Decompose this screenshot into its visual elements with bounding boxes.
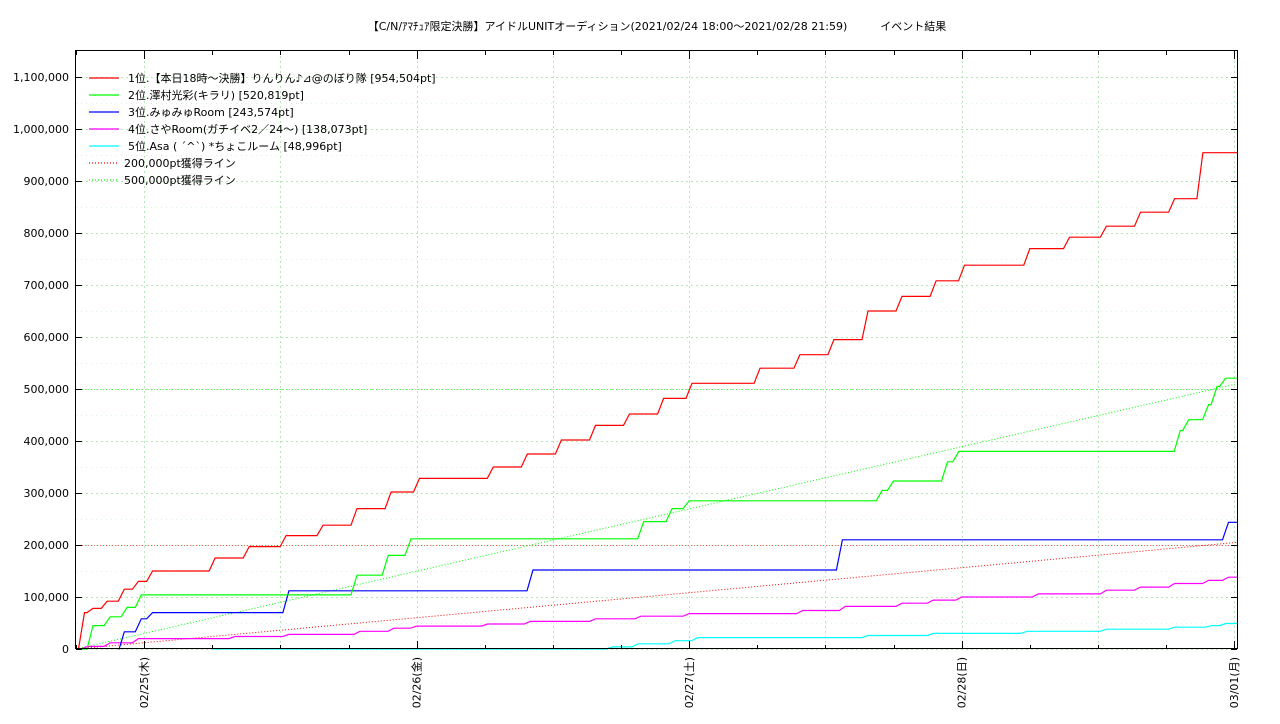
x-tick-label: 03/01(月) (1228, 657, 1241, 708)
y-tick-label: 400,000 (24, 435, 70, 448)
series-line (75, 541, 1238, 650)
y-tick-label: 800,000 (24, 227, 70, 240)
series-line (76, 576, 1237, 650)
y-tick-label: 600,000 (24, 331, 70, 344)
x-tick-label: 02/27(土) (683, 657, 696, 708)
x-tick-label: 02/25(木) (138, 657, 151, 708)
series-line (75, 383, 1238, 650)
y-tick-label: 100,000 (24, 591, 70, 604)
chart-title: 【C/N/ｱﾏﾁｭｱ限定決勝】アイドルUNITオーディション(2021/02/2… (368, 19, 947, 33)
legend-label: 4位.さやRoom(ガチイベ2／24〜) [138,073pt] (128, 122, 367, 136)
legend-label: 5位.Asa ( ´^`) *ちょこルーム [48,996pt] (128, 139, 342, 153)
grid (76, 51, 1237, 650)
y-tick-label: 200,000 (24, 539, 70, 552)
legend-label: 2位.澤村光彩(キラリ) [520,819pt] (128, 88, 304, 102)
legend-label: 200,000pt獲得ライン (124, 157, 236, 170)
series-group (75, 152, 1238, 650)
y-tick-label: 900,000 (24, 175, 70, 188)
series-line (212, 622, 1237, 650)
series-line (76, 377, 1237, 650)
y-tick-label: 1,100,000 (13, 71, 69, 84)
y-tick-label: 1,000,000 (13, 123, 69, 136)
y-tick-label: 300,000 (24, 487, 70, 500)
legend-label: 1位.【本日18時〜決勝】りんりん♪⊿@のぼり隊 [954,504pt] (128, 71, 436, 85)
legend: 1位.【本日18時〜決勝】りんりん♪⊿@のぼり隊 [954,504pt] 2位.澤… (89, 71, 436, 187)
axis-ticks: 0 100,000 200,000 300,000 400,000 500,000 600,… (13, 51, 1241, 708)
x-tick-label: 02/28(日) (956, 657, 969, 708)
legend-label: 500,000pt獲得ライン (124, 174, 236, 187)
y-tick-label: 500,000 (24, 383, 70, 396)
series-line (118, 521, 1237, 650)
plot-area-frame (75, 50, 1238, 649)
y-tick-label: 0 (62, 643, 69, 656)
legend-label: 3位.みゅみゅRoom [243,574pt] (128, 105, 294, 119)
y-tick-label: 700,000 (24, 279, 70, 292)
series-line (76, 152, 1237, 650)
x-tick-label: 02/26(金) (410, 657, 424, 708)
